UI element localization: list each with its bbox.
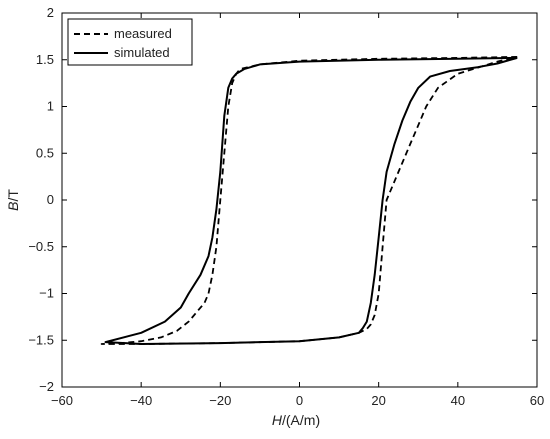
- legend-label-simulated: simulated: [114, 45, 170, 60]
- x-axis-label-symbol: H: [272, 412, 283, 428]
- y-axis-label: B/T: [5, 189, 21, 211]
- y-tick-label: 0.5: [36, 145, 54, 160]
- series-line-simulated: [104, 56, 518, 345]
- plot-area: [100, 56, 518, 345]
- x-tick-label: 0: [296, 393, 303, 408]
- legend: measured simulated: [67, 18, 193, 66]
- x-axis-label-unit: /(A/m): [282, 412, 320, 428]
- y-tick-label: −1: [39, 286, 54, 301]
- series-line-measured: [100, 56, 518, 345]
- y-tick-label: 1.5: [36, 52, 54, 67]
- legend-label-measured: measured: [114, 26, 172, 41]
- x-tick-label: −20: [209, 393, 231, 408]
- x-tick-label: 60: [530, 393, 544, 408]
- y-tick-label: 2: [47, 5, 54, 20]
- x-tick-label: −60: [51, 393, 73, 408]
- y-tick-label: −1.5: [28, 332, 54, 347]
- axis-ticks: −60 −40 −20 0 20 40 60 −2 −1.5 −1 −0.5 0 0.5 1 1.5 2: [28, 5, 544, 408]
- y-tick-label: 0: [47, 192, 54, 207]
- y-tick-label: 1: [47, 99, 54, 114]
- y-tick-label: −2: [39, 379, 54, 394]
- legend-box: [67, 18, 193, 66]
- x-tick-label: −40: [130, 393, 152, 408]
- x-axis-label: H/(A/m): [272, 412, 320, 428]
- y-axis-label-unit: /T: [5, 189, 21, 202]
- y-axis-label-symbol: B: [5, 202, 21, 211]
- y-tick-label: −0.5: [28, 239, 54, 254]
- x-tick-label: 40: [451, 393, 465, 408]
- x-tick-label: 20: [371, 393, 385, 408]
